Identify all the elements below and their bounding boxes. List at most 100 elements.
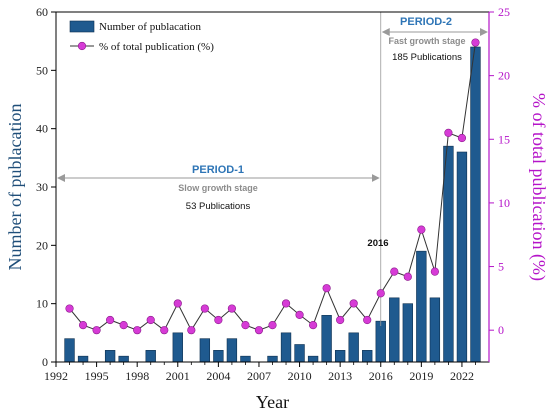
y-left-tick-label-0: 0 bbox=[42, 355, 48, 369]
point-2005 bbox=[227, 304, 237, 313]
bar-1993 bbox=[64, 338, 75, 363]
point-1998 bbox=[133, 326, 142, 335]
left-axis-ticks: 0 10 20 30 40 50 60 bbox=[36, 5, 56, 369]
bar-2018 bbox=[402, 303, 413, 363]
point-2023 bbox=[471, 38, 480, 47]
period1-publications: 53 Publications bbox=[186, 201, 251, 212]
point-2000 bbox=[160, 326, 169, 335]
point-2007 bbox=[254, 326, 264, 335]
point-2013 bbox=[336, 315, 345, 325]
bar-2011 bbox=[307, 355, 319, 363]
x-tick-label-2019: 2019 bbox=[409, 369, 433, 383]
bar-2020 bbox=[429, 297, 441, 363]
bar-2006 bbox=[240, 355, 251, 363]
right-axis-ticks: 0 5 10 15 20 25 bbox=[489, 5, 510, 337]
legend-bar-swatch bbox=[69, 20, 95, 33]
y-right-tick-label-5: 5 bbox=[498, 260, 504, 274]
point-2009 bbox=[281, 299, 291, 308]
point-2016 bbox=[376, 289, 385, 298]
point-2015 bbox=[363, 315, 372, 325]
x-tick-label-1995: 1995 bbox=[85, 369, 109, 383]
y-left-tick-label-60: 60 bbox=[36, 5, 48, 19]
period1-label: PERIOD-1 bbox=[192, 164, 244, 176]
x-tick-label-2001: 2001 bbox=[166, 369, 190, 383]
bar-2009 bbox=[280, 332, 292, 363]
y-left-tick-label-30: 30 bbox=[36, 180, 48, 194]
bar-2001 bbox=[172, 332, 183, 363]
x-axis-ticks: 1992 1995 1998 2001 2004 2007 2010 2013 2016 2019… bbox=[44, 362, 476, 383]
left-axis-label: Number of publacation bbox=[5, 104, 25, 271]
x-tick-label-2004: 2004 bbox=[206, 369, 230, 383]
point-2006 bbox=[241, 320, 250, 330]
bar-2004 bbox=[213, 350, 224, 363]
x-axis-label: Year bbox=[256, 392, 289, 412]
bar-2003 bbox=[199, 338, 211, 363]
bar-2013 bbox=[334, 350, 346, 363]
bar-2008 bbox=[267, 355, 278, 363]
y-right-tick-label-20: 20 bbox=[498, 69, 510, 83]
bar-1999 bbox=[145, 350, 156, 363]
legend: Number of publacation % of total publica… bbox=[69, 20, 214, 53]
point-2018 bbox=[403, 272, 412, 281]
y-left-tick-label-40: 40 bbox=[36, 122, 48, 136]
y-right-tick-label-10: 10 bbox=[498, 196, 510, 210]
legend-line-marker bbox=[77, 41, 87, 51]
right-axis-label: % of total publication (%) bbox=[528, 93, 549, 281]
x-tick-label-2010: 2010 bbox=[288, 369, 312, 383]
point-1996 bbox=[106, 315, 115, 325]
bar-2021 bbox=[443, 145, 454, 363]
point-2019 bbox=[417, 225, 426, 234]
point-2004 bbox=[214, 315, 223, 325]
bar-2010 bbox=[294, 344, 305, 363]
bar-1994 bbox=[77, 355, 89, 363]
point-1993 bbox=[65, 304, 74, 313]
bar-2023 bbox=[470, 46, 481, 363]
point-2022 bbox=[457, 133, 467, 143]
point-2017 bbox=[390, 267, 399, 276]
point-2010 bbox=[295, 310, 304, 320]
bar-2012 bbox=[321, 315, 332, 363]
y-left-tick-label-50: 50 bbox=[36, 63, 48, 77]
point-2003 bbox=[200, 304, 209, 313]
x-tick-label-1992: 1992 bbox=[44, 369, 68, 383]
x-tick-label-2007: 2007 bbox=[247, 369, 271, 383]
bar-2019 bbox=[416, 250, 427, 363]
bar-2016 bbox=[375, 320, 386, 363]
point-1999 bbox=[146, 315, 155, 325]
percentage-line-layer bbox=[65, 38, 480, 335]
x-tick-label-2013: 2013 bbox=[328, 369, 352, 383]
period2-publications: 185 Publications bbox=[392, 52, 462, 63]
bar-2015 bbox=[362, 350, 373, 363]
x-tick-label-2016: 2016 bbox=[369, 369, 393, 383]
x-tick-label-2022: 2022 bbox=[450, 369, 474, 383]
bar-2017 bbox=[389, 297, 400, 363]
bar-2005 bbox=[226, 338, 238, 363]
bar-1996 bbox=[104, 350, 116, 363]
point-1995 bbox=[92, 326, 101, 335]
bar-2022 bbox=[456, 151, 468, 363]
point-2020 bbox=[430, 267, 439, 276]
y-right-tick-label-25: 25 bbox=[498, 5, 510, 19]
point-2008 bbox=[268, 320, 277, 330]
point-2021 bbox=[444, 128, 453, 138]
y-right-tick-label-0: 0 bbox=[498, 323, 504, 337]
legend-line-label: % of total publication (%) bbox=[99, 41, 214, 53]
point-2012 bbox=[322, 284, 331, 293]
point-2002 bbox=[187, 326, 196, 335]
y-right-tick-label-15: 15 bbox=[498, 132, 510, 146]
divider-year-label: 2016 bbox=[367, 238, 388, 249]
point-1997 bbox=[119, 320, 128, 330]
period2-stage: Fast growth stage bbox=[388, 36, 465, 46]
legend-bar-label: Number of publacation bbox=[99, 21, 202, 33]
y-left-tick-label-10: 10 bbox=[36, 297, 48, 311]
period1-stage: Slow growth stage bbox=[178, 183, 258, 193]
y-left-tick-label-20: 20 bbox=[36, 238, 48, 252]
point-2011 bbox=[308, 320, 318, 330]
bar-1997 bbox=[118, 355, 129, 363]
period-guides bbox=[57, 12, 488, 326]
period2-label: PERIOD-2 bbox=[400, 16, 452, 28]
point-2001 bbox=[173, 299, 182, 308]
point-1994 bbox=[78, 320, 88, 330]
x-tick-label-1998: 1998 bbox=[125, 369, 149, 383]
